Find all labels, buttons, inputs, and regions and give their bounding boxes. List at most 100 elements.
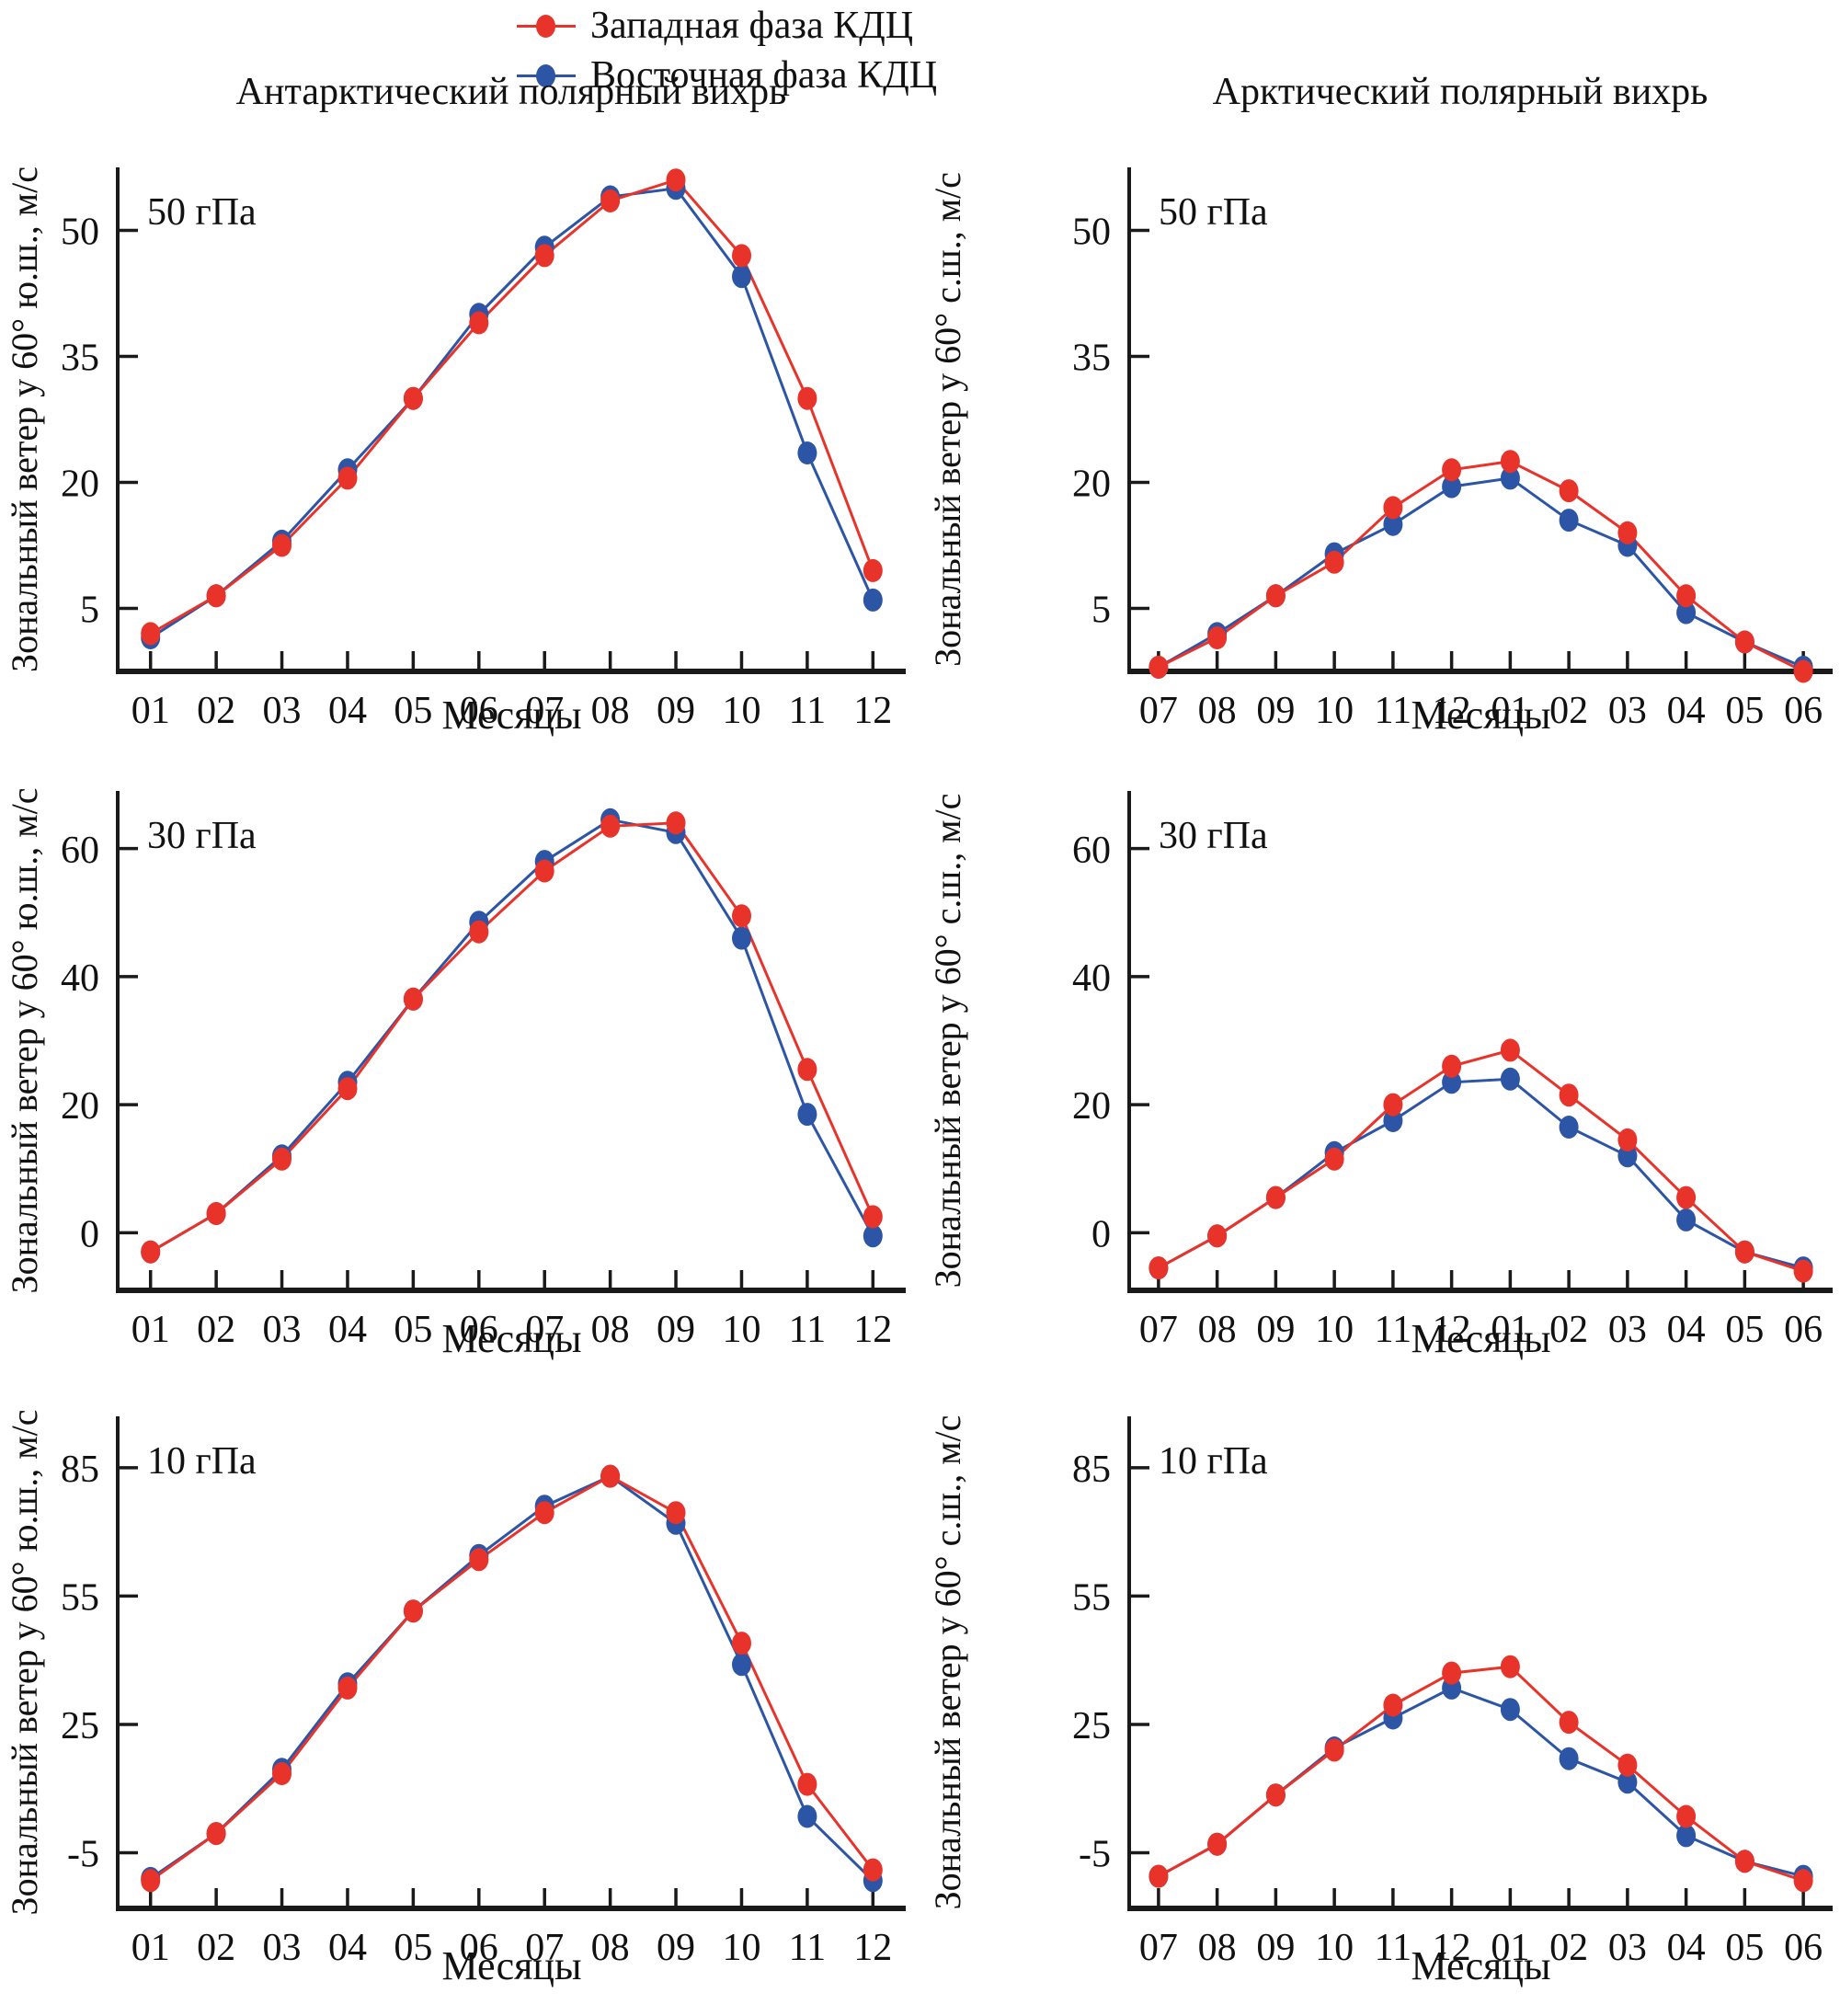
pressure-level-label: 50 гПа	[147, 191, 257, 234]
x-tick-label: 06	[1784, 690, 1823, 732]
data-point-western	[206, 1822, 226, 1846]
y-axis-title: Зональный ветер у 60° ю.ш., м/с	[4, 166, 45, 672]
data-point-eastern	[1500, 1067, 1520, 1091]
data-point-western	[732, 1632, 751, 1655]
x-tick-label: 10	[1315, 1309, 1354, 1351]
x-tick-label: 07	[525, 1309, 564, 1351]
pressure-level-label: 50 гПа	[1159, 191, 1268, 234]
data-point-eastern	[732, 265, 751, 289]
x-tick-label: 02	[197, 1309, 235, 1351]
data-point-eastern	[797, 1103, 817, 1127]
x-tick-label: 11	[1375, 1309, 1411, 1351]
data-point-western	[337, 466, 358, 490]
series-line-western	[1158, 1048, 1804, 1273]
data-point-eastern	[1559, 509, 1579, 533]
x-tick-label: 08	[591, 1927, 630, 1969]
y-axis-title: Зональный ветер у 60° ю.ш., м/с	[4, 788, 45, 1294]
x-tick-label: 08	[1198, 1927, 1237, 1969]
x-tick-label: 03	[1608, 690, 1647, 732]
data-point-western	[403, 1599, 423, 1623]
x-tick-label: 12	[1433, 690, 1471, 732]
x-tick-label: 02	[1549, 1927, 1588, 1969]
data-point-western	[1676, 1804, 1697, 1828]
y-tick-label: -5	[1079, 1834, 1111, 1876]
data-point-western	[1442, 1661, 1462, 1685]
data-point-western	[1793, 1869, 1813, 1893]
y-axis-title: Зональный ветер у 60° ю.ш., м/с	[4, 1410, 45, 1916]
x-tick-label: 05	[1725, 1927, 1764, 1969]
data-point-eastern	[1442, 475, 1462, 498]
series-line-eastern	[1158, 1077, 1804, 1270]
data-point-western	[206, 584, 226, 608]
legend-label-eastern: Восточная фаза КДЦ	[590, 54, 938, 97]
series-line-eastern	[1158, 476, 1804, 669]
y-tick-label: 85	[1072, 1449, 1111, 1491]
y-tick-label: 40	[1072, 957, 1111, 1000]
series-line-western	[1158, 1665, 1804, 1883]
x-tick-label: 12	[853, 690, 892, 732]
data-point-western	[1149, 1256, 1169, 1280]
y-tick-label: 0	[80, 1213, 99, 1255]
data-point-western	[1383, 496, 1403, 520]
x-tick-label: 02	[1549, 690, 1588, 732]
data-point-eastern	[1617, 1144, 1638, 1168]
data-point-eastern	[863, 588, 883, 612]
data-point-western	[1793, 1259, 1813, 1283]
data-point-western	[1734, 1240, 1754, 1264]
x-tick-label: 01	[131, 1927, 170, 1969]
y-tick-label: 40	[61, 957, 99, 1000]
pressure-level-label: 30 гПа	[147, 815, 257, 857]
data-point-western	[1617, 1128, 1638, 1151]
chart-arctic-50hpa: 5 20 35 50 07 08 09 10 11 12 01 02 03 04 05 06 50 гПа Мес…	[927, 167, 1833, 738]
eastern-phase-marker-icon	[517, 63, 576, 87]
x-tick-label: 07	[525, 690, 564, 732]
data-point-western	[666, 811, 686, 835]
data-point-western	[1324, 1738, 1344, 1762]
data-point-western	[863, 558, 883, 582]
x-tick-label: 12	[1433, 1927, 1471, 1969]
x-tick-label: 03	[263, 690, 302, 732]
x-tick-label: 02	[1549, 1309, 1588, 1351]
x-tick-label: 05	[1725, 1309, 1764, 1351]
x-tick-label: 11	[1375, 1927, 1411, 1969]
data-point-western	[732, 244, 751, 268]
x-tick-label: 01	[1491, 1927, 1529, 1969]
data-point-western	[1676, 584, 1697, 608]
chart-arctic-30hpa: 0 20 40 60 07 08 09 10 11 12 01 02 03 04 05 06 30 гПа Мес…	[927, 791, 1833, 1361]
x-axis-title: Месяцы	[1411, 1943, 1550, 1988]
data-point-western	[1559, 479, 1579, 503]
legend-label-western: Западная фаза КДЦ	[590, 5, 914, 47]
data-point-western	[797, 386, 817, 410]
x-tick-label: 09	[657, 1309, 695, 1351]
legend-item-western: Западная фаза КДЦ	[517, 6, 937, 46]
data-point-western	[1734, 630, 1754, 654]
x-tick-label: 07	[1139, 1309, 1178, 1351]
data-point-western	[337, 1676, 358, 1700]
x-tick-label: 09	[1256, 690, 1295, 732]
y-tick-label: 50	[1072, 212, 1111, 254]
data-point-western	[1617, 1753, 1638, 1777]
data-point-eastern	[863, 1224, 883, 1248]
data-point-western	[534, 859, 554, 883]
data-point-western	[1500, 1038, 1520, 1062]
data-point-western	[1149, 655, 1169, 679]
data-point-eastern	[1500, 1698, 1520, 1722]
x-tick-label: 03	[263, 1927, 302, 1969]
y-axis-title: Зональный ветер у 60° с.ш., м/с	[927, 794, 968, 1289]
y-axis-title: Зональный ветер у 60° с.ш., м/с	[927, 1415, 968, 1910]
series-line-eastern	[149, 818, 874, 1254]
x-tick-label: 02	[197, 690, 235, 732]
data-point-western	[1207, 626, 1228, 649]
x-tick-label: 04	[1667, 1309, 1706, 1351]
pressure-level-label: 30 гПа	[1159, 815, 1268, 857]
pressure-level-label: 10 гПа	[147, 1440, 257, 1483]
eastern-dot-icon	[536, 64, 555, 87]
data-point-western	[469, 920, 489, 944]
x-tick-label: 09	[657, 690, 695, 732]
data-point-western	[1383, 1093, 1403, 1117]
y-tick-label: 55	[1072, 1577, 1111, 1620]
x-tick-label: 08	[1198, 1309, 1237, 1351]
data-point-eastern	[732, 926, 751, 950]
pressure-level-label: 10 гПа	[1159, 1440, 1268, 1483]
